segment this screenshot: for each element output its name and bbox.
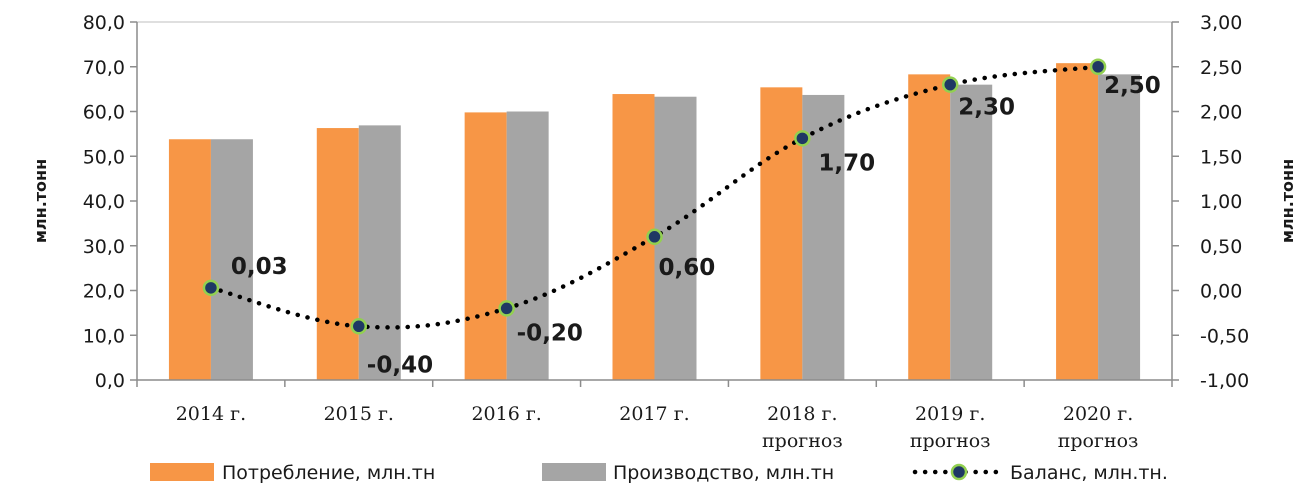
balance-point-0: [202, 279, 220, 297]
left-tick-label-0: 0,0: [95, 370, 125, 392]
legend-label-balance: Баланс, млн.тн.: [1010, 462, 1168, 484]
legend-swatch-balance-marker: [950, 463, 968, 481]
right-tick-label-5: 1,50: [1200, 146, 1242, 168]
bar-consumption-0: [168, 139, 211, 380]
bar-consumption-4: [760, 87, 803, 381]
balance-point-6: [1089, 58, 1107, 75]
category-label-5: 2019 г.: [915, 403, 985, 425]
legend-label-production: Производство, млн.тн: [613, 462, 834, 484]
bars: [168, 63, 1141, 381]
category-label-4-sub: прогноз: [762, 430, 843, 452]
balance-label-0: 0,03: [231, 254, 288, 280]
category-label-2: 2016 г.: [471, 403, 541, 425]
balance-label-1: -0,40: [367, 352, 433, 378]
legend-label-consumption: Потребление, млн.тн: [222, 462, 435, 484]
data-labels: 0,03 -0,40 -0,20 0,60 1,70 2,30 2,50: [231, 73, 1161, 379]
balance-point-4: [794, 130, 811, 147]
balance-point-1: [350, 318, 368, 335]
category-label-4: 2018 г.: [767, 403, 837, 425]
right-tick-label-6: 2,00: [1200, 102, 1242, 124]
bar-production-2: [506, 111, 549, 380]
balance-line: [202, 58, 1107, 335]
balance-label-5: 2,30: [958, 95, 1015, 121]
left-tick-label-3: 30,0: [83, 236, 125, 258]
bar-consumption-5: [908, 74, 951, 381]
bar-consumption-2: [464, 112, 507, 381]
left-tick-label-4: 40,0: [83, 191, 125, 213]
right-tick-label-0: -1,00: [1200, 370, 1249, 392]
category-label-6: 2020 г.: [1063, 403, 1133, 425]
right-tick-label-7: 2,50: [1200, 57, 1242, 79]
balance-label-2: -0,20: [517, 320, 583, 346]
category-label-3: 2017 г.: [619, 403, 689, 425]
category-label-5-sub: прогноз: [910, 430, 991, 452]
category-label-1: 2015 г.: [324, 403, 394, 425]
bar-production-0: [210, 139, 253, 380]
balance-point-2: [498, 300, 515, 317]
category-label-6-sub: прогноз: [1058, 430, 1139, 452]
balance-label-4: 1,70: [818, 150, 875, 176]
axes: 0,0 10,0 20,0 30,0 40,0 50,0 60,0 70,0 80,0 -1,00…: [31, 12, 1297, 452]
right-axis-title: млн.тонн: [1278, 159, 1297, 243]
legend-swatch-production: [542, 463, 606, 481]
balance-label-3: 0,60: [659, 255, 716, 281]
legend: Потребление, млн.тн Производство, млн.тн Б…: [150, 462, 1168, 484]
left-axis-title: млн.тонн: [31, 159, 50, 243]
category-label-0: 2014 г.: [176, 403, 246, 425]
legend-swatch-consumption: [150, 463, 214, 481]
left-tick-label-5: 50,0: [83, 146, 125, 168]
right-tick-label-1: -0,50: [1200, 325, 1249, 347]
balance-point-3: [646, 228, 663, 246]
bar-production-5: [950, 84, 993, 381]
left-tick-label-7: 70,0: [83, 57, 125, 79]
bar-consumption-1: [316, 128, 359, 380]
balance-point-5: [941, 76, 959, 93]
right-tick-label-4: 1,00: [1200, 191, 1242, 213]
left-tick-label-8: 80,0: [83, 12, 125, 34]
bar-consumption-6: [1056, 63, 1099, 381]
right-tick-label-8: 3,00: [1200, 12, 1242, 34]
right-tick-label-2: 0,00: [1200, 281, 1242, 303]
left-tick-label-2: 20,0: [83, 281, 125, 303]
left-tick-label-6: 60,0: [83, 102, 125, 124]
left-tick-label-1: 10,0: [83, 325, 125, 347]
bar-production-6: [1098, 74, 1141, 381]
balance-label-6: 2,50: [1104, 73, 1161, 99]
bar-production-1: [358, 125, 401, 380]
right-tick-label-3: 0,50: [1200, 236, 1242, 258]
